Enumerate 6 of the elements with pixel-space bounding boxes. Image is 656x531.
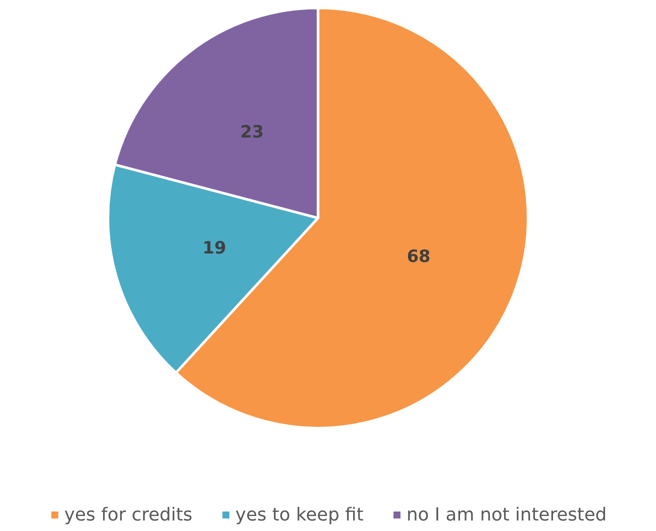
legend-label: no I am not interested	[406, 504, 607, 526]
data-label: 19	[202, 238, 226, 258]
data-label: 23	[240, 122, 264, 142]
legend-label: yes for credits	[64, 504, 192, 526]
data-label: 68	[406, 247, 430, 268]
legend-label: yes to keep fit	[235, 504, 364, 526]
